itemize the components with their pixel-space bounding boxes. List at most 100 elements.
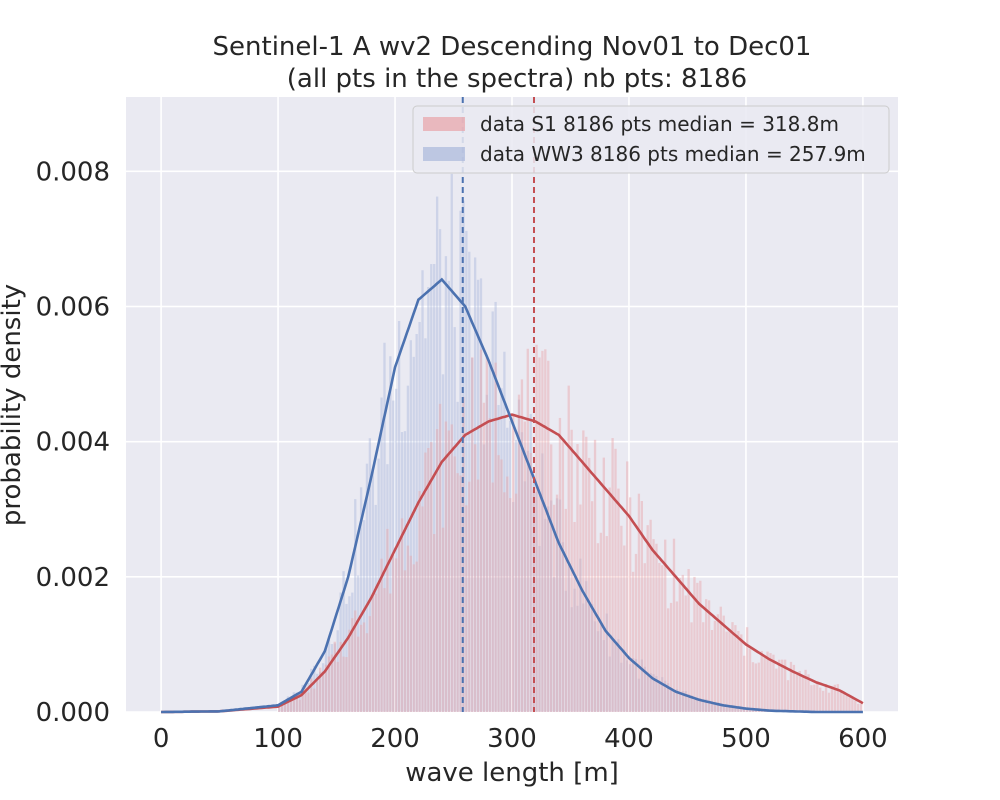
ww3-fit-curve xyxy=(161,277,863,714)
s1-hist-bar xyxy=(789,661,793,712)
s1-hist-bar xyxy=(509,498,512,712)
ww3-hist-bar xyxy=(547,506,550,712)
s1-hist-bar xyxy=(628,497,632,712)
s1-hist-bar xyxy=(745,627,749,712)
s1-hist-bar xyxy=(351,618,354,712)
s1-hist-bar xyxy=(558,417,562,712)
ww3-hist-bar xyxy=(751,709,755,712)
s1-hist-bar xyxy=(781,659,784,712)
s1-hist-bar xyxy=(412,564,415,712)
s1-hist-bar xyxy=(383,588,386,712)
s1-hist-bar xyxy=(433,534,436,712)
y-tick-label: 0.000 xyxy=(36,698,110,728)
s1-hist-bar xyxy=(307,692,310,712)
s1-hist-bar xyxy=(719,606,722,712)
s1-hist-bar xyxy=(409,555,412,712)
legend-swatch-s1 xyxy=(423,117,465,131)
s1-hist-bar xyxy=(494,362,497,712)
ww3-hist-bar xyxy=(611,638,614,712)
s1-hist-bar xyxy=(690,622,693,712)
s1-hist-bar xyxy=(842,691,845,712)
s1-hist-bar xyxy=(649,519,652,712)
s1-hist-bar xyxy=(289,698,293,712)
ww3-hist-bar xyxy=(570,607,573,712)
s1-hist-bar xyxy=(468,481,471,712)
ww3-hist-bar xyxy=(497,405,500,712)
s1-hist-bar xyxy=(561,440,565,712)
ww3-hist-bar xyxy=(368,438,372,712)
s1-hist-bar xyxy=(512,415,515,712)
s1-hist-bar xyxy=(304,685,307,712)
s1-hist-bar xyxy=(503,492,506,712)
s1-hist-bar xyxy=(441,527,445,712)
s1-hist-bar xyxy=(526,348,529,712)
ww3-hist-bar xyxy=(336,630,339,712)
ww3-hist-bar xyxy=(412,356,415,712)
ww3-hist-bar xyxy=(558,499,562,712)
ww3-hist-bar xyxy=(637,678,641,712)
ww3-hist-bar xyxy=(491,311,494,712)
s1-hist-bar xyxy=(725,631,728,712)
ww3-hist-bar xyxy=(456,401,459,712)
s1-hist-bar xyxy=(804,669,807,712)
s1-hist-bar xyxy=(535,344,538,712)
y-axis-label: probability density xyxy=(0,284,27,526)
s1-hist-bar xyxy=(374,593,377,712)
ww3-hist-bar xyxy=(345,603,348,712)
ww3-hist-bar xyxy=(555,498,559,712)
ww3-hist-bar xyxy=(748,709,752,712)
ww3-hist-bar xyxy=(617,639,620,712)
ww3-hist-bar xyxy=(725,707,728,712)
s1-hist-bar xyxy=(819,687,822,712)
s1-hist-bar xyxy=(620,525,623,712)
s1-hist-bar xyxy=(544,349,547,712)
s1-hist-bar xyxy=(397,540,401,712)
ww3-hist-bar xyxy=(406,385,410,712)
ww3-hist-bar xyxy=(529,414,532,712)
s1-hist-bar xyxy=(637,493,641,712)
s1-hist-bar xyxy=(301,690,304,712)
s1-hist-bar xyxy=(795,674,798,712)
ww3-hist-bar xyxy=(596,631,600,712)
s1-hist-bar xyxy=(731,622,734,712)
s1-hist-bar xyxy=(321,671,325,712)
ww3-hist-bar xyxy=(433,264,436,712)
y-axis-ticks: 0.000 0.002 0.004 0.006 0.008 xyxy=(36,157,110,728)
ww3-hist-bar xyxy=(602,640,605,712)
ww3-hist-bar xyxy=(564,590,567,712)
ww3-hist-bar xyxy=(702,700,705,712)
s1-hist-bar xyxy=(593,439,597,712)
s1-hist-bar xyxy=(696,582,699,712)
ww3-hist-bar xyxy=(307,682,310,712)
s1-hist-bar xyxy=(342,656,345,712)
s1-hist-bar xyxy=(763,655,766,712)
s1-hist-bar xyxy=(614,448,617,712)
s1-hist-bar xyxy=(684,595,687,712)
s1-hist-bar xyxy=(722,615,725,712)
ww3-hist-bar xyxy=(278,705,281,712)
ww3-hist-bar xyxy=(517,399,521,712)
ww3-hist-bar xyxy=(731,706,734,712)
s1-hist-bar xyxy=(664,539,667,712)
ww3-hist-bar xyxy=(523,481,527,712)
ww3-hist-bar xyxy=(605,613,608,712)
ww3-hist-bar xyxy=(640,659,643,712)
s1-hist-bar xyxy=(424,452,427,712)
ww3-hist-bar xyxy=(520,432,524,712)
s1-hist-bar xyxy=(517,394,521,712)
ww3-hist-bar xyxy=(441,374,445,712)
s1-hist-bar xyxy=(839,690,842,712)
s1-hist-bar xyxy=(751,662,755,712)
ww3-hist-bar xyxy=(330,644,334,712)
s1-hist-bar xyxy=(333,641,336,712)
ww3-hist-bar xyxy=(716,702,720,712)
s1-hist-bar xyxy=(631,571,635,712)
ww3-hist-bar xyxy=(693,699,696,712)
s1-hist-bar xyxy=(675,601,679,712)
s1-hist-bar xyxy=(634,553,638,712)
s1-hist-bar xyxy=(816,681,819,712)
s1-hist-bar xyxy=(836,684,839,712)
s1-hist-bar xyxy=(550,444,553,712)
s1-hist-bar xyxy=(292,699,296,712)
s1-hist-bar xyxy=(760,650,763,712)
